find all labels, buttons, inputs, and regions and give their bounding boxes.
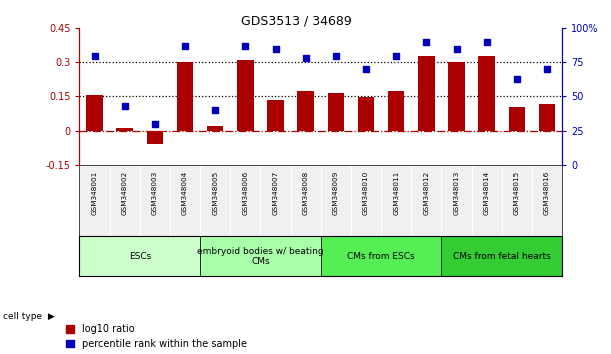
Text: GSM348007: GSM348007 xyxy=(273,170,279,215)
Text: GSM348015: GSM348015 xyxy=(514,170,520,215)
Point xyxy=(90,53,100,58)
Text: GSM348006: GSM348006 xyxy=(243,170,248,215)
Text: GSM348009: GSM348009 xyxy=(333,170,339,215)
Bar xyxy=(357,97,375,131)
Text: GSM348002: GSM348002 xyxy=(122,170,128,215)
Bar xyxy=(539,104,555,131)
Text: CMs from ESCs: CMs from ESCs xyxy=(347,252,415,261)
Text: GSM348008: GSM348008 xyxy=(302,170,309,215)
Bar xyxy=(388,91,404,131)
Point xyxy=(241,43,251,49)
Bar xyxy=(79,236,200,276)
Text: cell type  ▶: cell type ▶ xyxy=(3,312,55,321)
Bar xyxy=(418,56,434,131)
Text: GSM348011: GSM348011 xyxy=(393,170,399,215)
Text: GSM348016: GSM348016 xyxy=(544,170,550,215)
Text: GSM348004: GSM348004 xyxy=(182,170,188,215)
Bar xyxy=(267,100,284,131)
Point xyxy=(301,56,310,61)
Bar xyxy=(321,236,442,276)
Point xyxy=(210,107,220,113)
Point xyxy=(482,39,492,45)
Bar xyxy=(478,56,495,131)
Bar xyxy=(207,126,224,131)
Point xyxy=(542,67,552,72)
Text: GSM348014: GSM348014 xyxy=(484,170,489,215)
Text: GSM348003: GSM348003 xyxy=(152,170,158,215)
Text: GSM348013: GSM348013 xyxy=(453,170,459,215)
Text: embryoid bodies w/ beating
CMs: embryoid bodies w/ beating CMs xyxy=(197,246,324,266)
Bar xyxy=(448,62,465,131)
Bar xyxy=(298,91,314,131)
Bar xyxy=(237,60,254,131)
Point xyxy=(452,46,461,52)
Text: GSM348010: GSM348010 xyxy=(363,170,369,215)
Bar xyxy=(327,93,344,131)
Bar xyxy=(116,128,133,131)
Bar xyxy=(86,95,103,131)
Point xyxy=(150,121,159,127)
Point xyxy=(180,43,190,49)
Point xyxy=(120,103,130,109)
Bar xyxy=(200,236,321,276)
Text: GSM348001: GSM348001 xyxy=(92,170,98,215)
Text: GSM348005: GSM348005 xyxy=(212,170,218,215)
Bar xyxy=(508,107,525,131)
Text: CMs from fetal hearts: CMs from fetal hearts xyxy=(453,252,551,261)
Point xyxy=(512,76,522,81)
Point xyxy=(361,67,371,72)
Bar xyxy=(177,62,193,131)
Legend: log10 ratio, percentile rank within the sample: log10 ratio, percentile rank within the … xyxy=(66,324,246,349)
Text: GSM348012: GSM348012 xyxy=(423,170,430,215)
Point xyxy=(391,53,401,58)
Bar xyxy=(147,131,163,144)
Point xyxy=(422,39,431,45)
Point xyxy=(271,46,280,52)
Point xyxy=(331,53,341,58)
Bar xyxy=(442,236,562,276)
Text: ESCs: ESCs xyxy=(129,252,151,261)
Title: GDS3513 / 34689: GDS3513 / 34689 xyxy=(241,14,352,27)
